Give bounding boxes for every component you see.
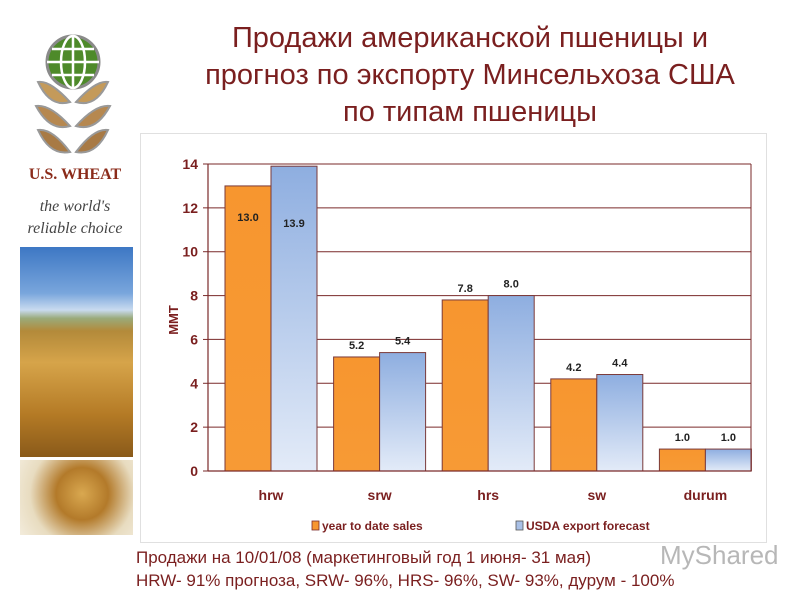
footer-notes: Продажи на 10/01/08 (маркетинговый год 1…	[136, 546, 796, 592]
slide-title: Продажи американской пшеницы и прогноз п…	[150, 20, 790, 131]
bar-chart: 13.0 13.9 5.2 5.4 7.8 8.0 4.2 4.4 1.0 1.0 0 2 4 6 8 10…	[166, 156, 752, 533]
x-tick-label: durum	[684, 487, 728, 503]
bars	[224, 165, 752, 472]
us-wheat-logo-icon	[34, 34, 112, 154]
bar-sales-srw	[333, 356, 381, 472]
x-tick-label: hrw	[259, 487, 284, 503]
bar-forecast-srw	[379, 352, 427, 472]
y-tick-label: 2	[190, 419, 198, 435]
legend-label-forecast: USDA export forecast	[526, 519, 650, 533]
y-tick-label: 0	[190, 463, 198, 479]
y-tick-label: 14	[182, 156, 198, 172]
title-line-3: по типам пшеницы	[343, 96, 597, 128]
title-line-2: прогноз по экспорту Минсельхоза США	[205, 59, 735, 91]
x-tick-label: hrs	[477, 487, 499, 503]
x-tick-label: sw	[587, 487, 606, 503]
value-label: 1.0	[721, 432, 736, 444]
y-tick-label: 6	[190, 331, 198, 347]
value-label: 13.0	[237, 212, 258, 224]
footer-line-1: Продажи на 10/01/08 (маркетинговый год 1…	[136, 548, 591, 567]
x-tick-label: srw	[368, 487, 392, 503]
tagline-line-2: reliable choice	[27, 220, 123, 237]
bar-forecast-hrw	[270, 165, 318, 472]
bar-sales-sw	[550, 378, 598, 472]
legend-swatch-forecast	[515, 520, 524, 531]
brand-name: U.S. WHEAT	[28, 166, 122, 183]
axes: 0 2 4 6 8 10 12 14 hrw srw hrs sw durum	[182, 156, 752, 503]
watermark: MyShared	[660, 540, 779, 570]
value-label: 7.8	[458, 283, 473, 295]
bar-sales-hrs	[441, 299, 489, 472]
value-labels: 13.0 13.9 5.2 5.4 7.8 8.0 4.2 4.4 1.0 1.0	[237, 212, 736, 444]
bar-forecast-sw	[596, 374, 644, 472]
wheat-sheaf-photo	[20, 460, 133, 535]
chart-container: 13.0 13.9 5.2 5.4 7.8 8.0 4.2 4.4 1.0 1.0 0 2 4 6 8 10…	[140, 133, 767, 543]
bar-forecast-durum	[704, 448, 752, 472]
legend-label-sales: year to date sales	[322, 519, 423, 533]
y-tick-label: 4	[190, 375, 198, 391]
bar-sales-durum	[658, 448, 706, 472]
bar-sales-hrw	[224, 185, 272, 472]
legend: year to date sales USDA export forecast	[311, 519, 650, 533]
bar-forecast-hrs	[487, 295, 535, 472]
title-line-1: Продажи американской пшеницы и	[231, 22, 709, 54]
value-label: 4.2	[566, 362, 581, 374]
value-label: 8.0	[504, 279, 519, 291]
brand-tagline: the world's reliable choice	[10, 196, 140, 240]
value-label: 1.0	[675, 432, 690, 444]
y-axis-label: MMT	[166, 305, 181, 335]
legend-swatch-sales	[311, 520, 320, 531]
wheat-field-photo	[20, 247, 133, 457]
tagline-line-1: the world's	[39, 198, 111, 215]
value-label: 13.9	[283, 218, 304, 230]
y-tick-label: 8	[190, 288, 198, 304]
value-label: 4.4	[612, 358, 628, 370]
value-label: 5.4	[395, 336, 411, 348]
footer-line-2: HRW- 91% прогноза, SRW- 96%, HRS- 96%, S…	[136, 571, 675, 590]
y-tick-label: 10	[182, 244, 198, 260]
value-label: 5.2	[349, 340, 364, 352]
y-tick-label: 12	[182, 200, 198, 216]
